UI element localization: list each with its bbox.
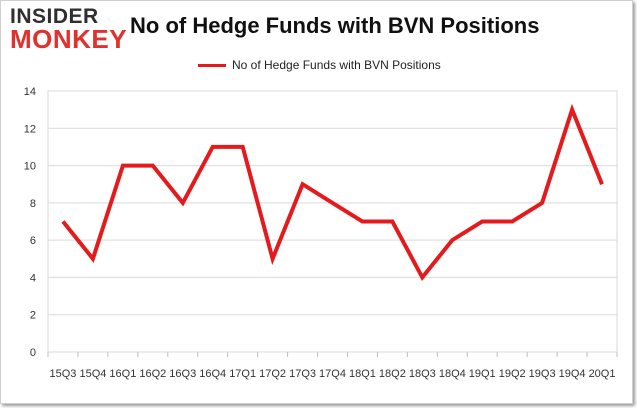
x-tick-label: 16Q2 xyxy=(139,368,166,380)
logo-line-2: MONKEY xyxy=(10,24,128,54)
x-tick-label: 17Q2 xyxy=(259,368,286,380)
y-tick-label: 4 xyxy=(30,272,36,284)
chart-legend: No of Hedge Funds with BVN Positions xyxy=(198,58,441,72)
x-tick-label: 15Q3 xyxy=(50,368,77,380)
legend-label: No of Hedge Funds with BVN Positions xyxy=(232,58,441,72)
x-tick-label: 19Q4 xyxy=(559,368,586,380)
x-tick-label: 17Q4 xyxy=(319,368,346,380)
x-tick-label: 19Q2 xyxy=(499,368,526,380)
logo-line-1: INSIDER xyxy=(10,5,99,28)
x-tick-label: 18Q3 xyxy=(409,368,436,380)
x-tick-label: 18Q4 xyxy=(439,368,466,380)
x-tick-label: 16Q4 xyxy=(199,368,226,380)
x-tick-label: 17Q1 xyxy=(229,368,256,380)
y-tick-label: 10 xyxy=(24,161,36,173)
y-tick-label: 2 xyxy=(30,310,36,322)
x-tick-label: 16Q3 xyxy=(169,368,196,380)
x-tick-label: 19Q1 xyxy=(469,368,496,380)
x-tick-label: 18Q1 xyxy=(349,368,376,380)
y-tick-label: 14 xyxy=(24,86,36,98)
chart-title: No of Hedge Funds with BVN Positions xyxy=(130,13,540,38)
x-tick-label: 19Q3 xyxy=(529,368,556,380)
x-tick-label: 15Q4 xyxy=(79,368,106,380)
y-tick-label: 8 xyxy=(30,198,36,210)
x-tick-label: 17Q3 xyxy=(289,368,316,380)
insider-monkey-logo: INSIDER MONKEY xyxy=(10,5,128,54)
plot-border xyxy=(47,90,618,353)
y-tick-label: 0 xyxy=(30,347,36,359)
x-tick-label: 20Q1 xyxy=(589,368,616,380)
series-line xyxy=(61,103,604,282)
x-tick-label: 18Q2 xyxy=(379,368,406,380)
x-tick-label: 16Q1 xyxy=(109,368,136,380)
y-tick-label: 6 xyxy=(30,235,36,247)
legend-swatch xyxy=(198,63,226,67)
y-tick-label: 12 xyxy=(24,123,36,135)
